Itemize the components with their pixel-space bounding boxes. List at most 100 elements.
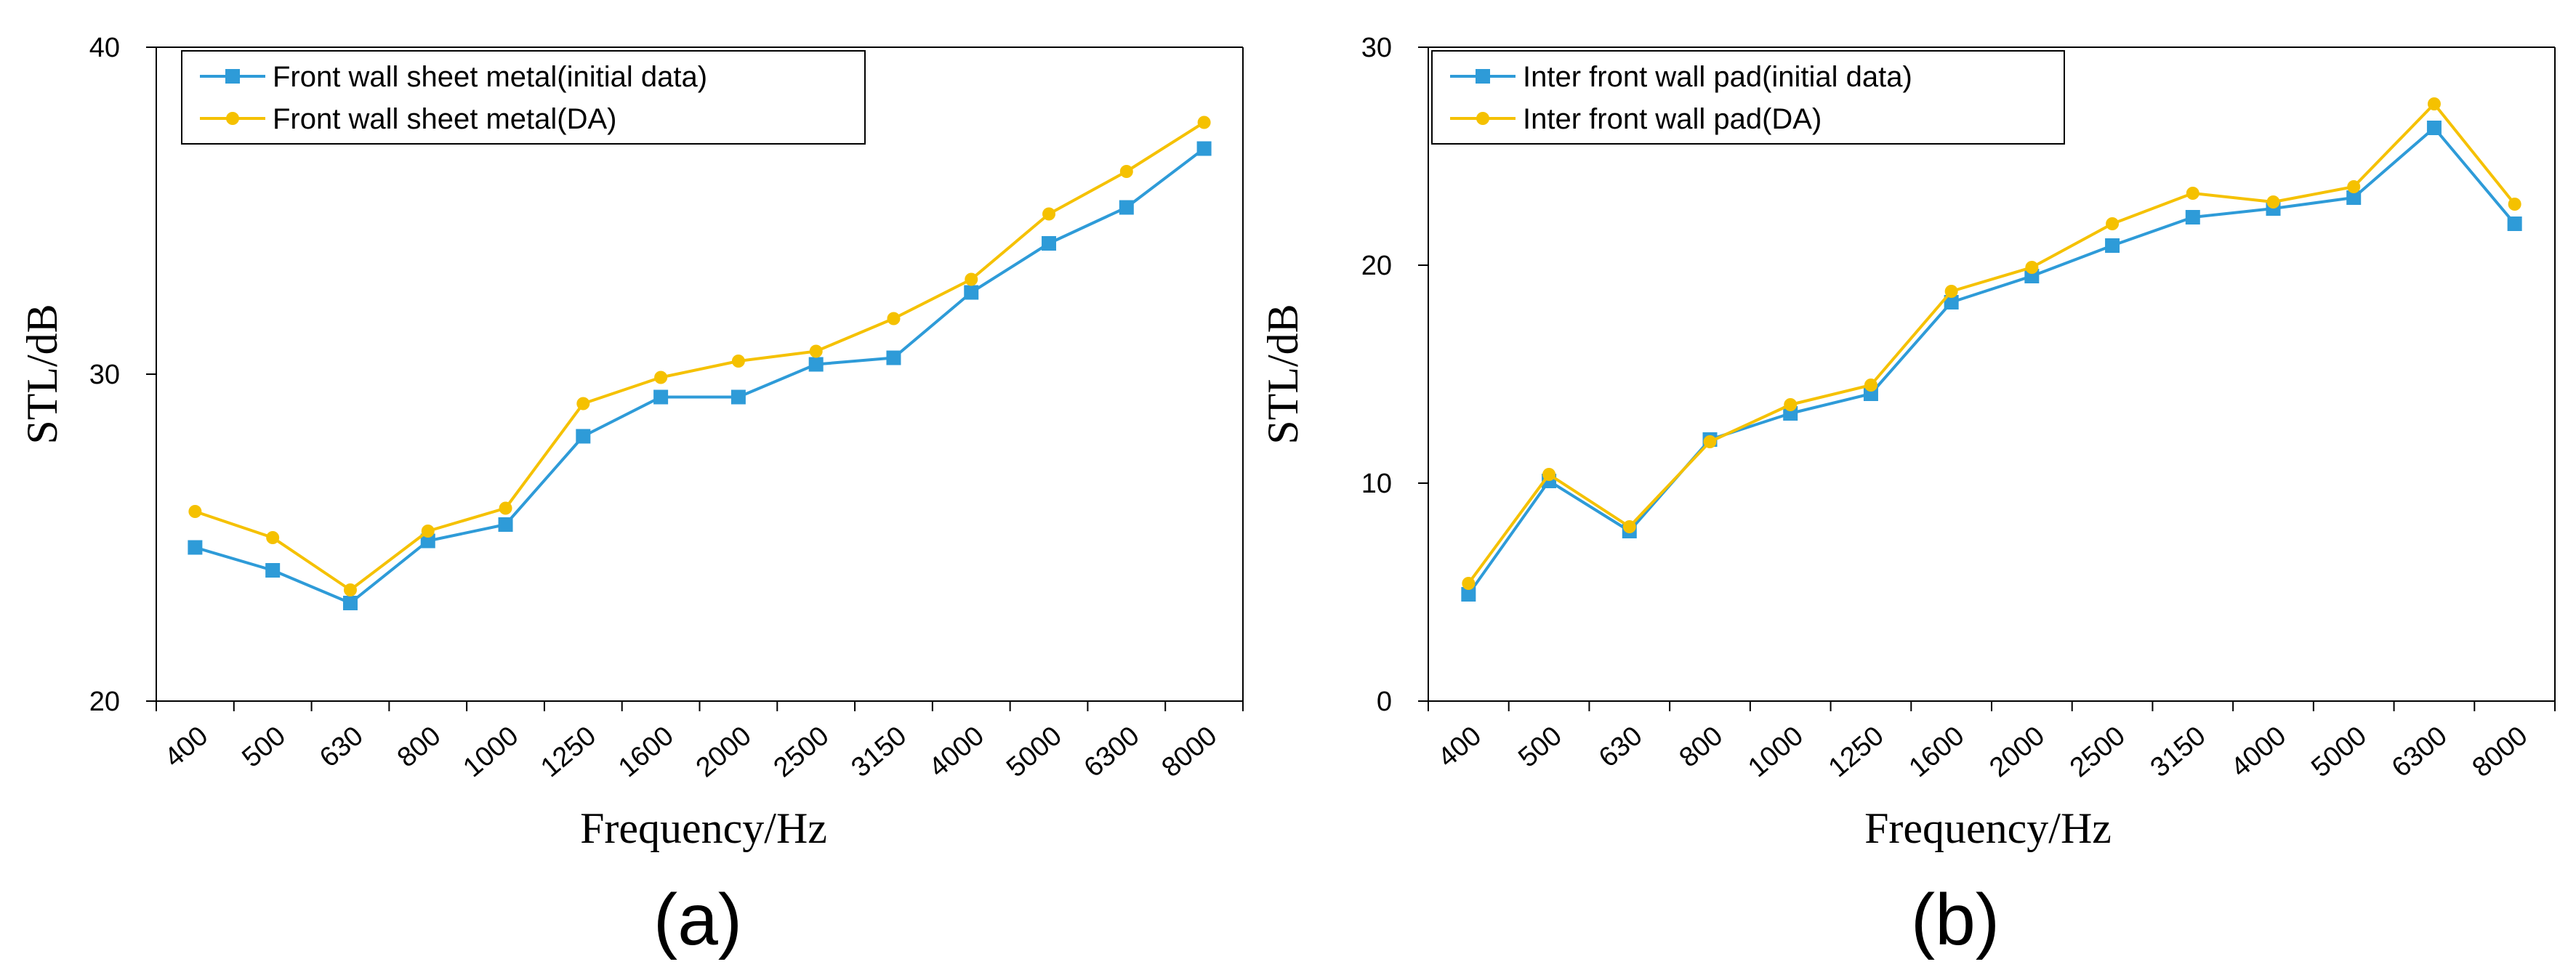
data-point-da bbox=[1784, 398, 1798, 411]
x-tick-label: 400 bbox=[1433, 721, 1488, 774]
x-tick-label: 1600 bbox=[613, 721, 680, 784]
legend-label: Front wall sheet metal(initial data) bbox=[273, 61, 707, 93]
data-point-initial bbox=[188, 540, 203, 555]
x-tick-label: 1250 bbox=[535, 721, 602, 784]
figure-caption: (a) bbox=[653, 879, 742, 960]
data-point-da bbox=[1462, 577, 1476, 590]
x-tick-label: 2000 bbox=[1984, 721, 2050, 784]
data-point-da bbox=[421, 525, 435, 538]
data-point-da bbox=[2427, 97, 2441, 110]
y-axis-title: STL/dB bbox=[1259, 304, 1307, 444]
data-point-initial bbox=[2346, 190, 2362, 205]
x-tick-label: 1000 bbox=[458, 721, 525, 784]
data-point-da bbox=[266, 531, 280, 544]
x-tick-label: 3150 bbox=[845, 721, 912, 784]
legend-box bbox=[181, 50, 866, 145]
series-line-da bbox=[194, 121, 1205, 591]
data-point-da bbox=[2025, 261, 2039, 274]
data-point-da bbox=[1864, 379, 1877, 392]
data-point-initial bbox=[2185, 210, 2200, 224]
x-tick-label: 4000 bbox=[923, 721, 990, 784]
data-point-da bbox=[499, 501, 512, 515]
legend-label: Inter front wall pad(DA) bbox=[1523, 103, 1822, 135]
legend-label: Inter front wall pad(initial data) bbox=[1523, 61, 1912, 93]
data-point-da bbox=[2266, 195, 2280, 209]
legend-marker bbox=[1476, 69, 1490, 84]
x-tick-label: 630 bbox=[1593, 721, 1649, 774]
x-tick-label: 2500 bbox=[2064, 721, 2131, 784]
data-point-da bbox=[965, 272, 978, 286]
data-point-initial bbox=[498, 517, 513, 532]
x-tick-label: 1600 bbox=[1904, 721, 1971, 784]
x-tick-label: 1000 bbox=[1742, 721, 1809, 784]
x-tick-label: 1250 bbox=[1823, 721, 1890, 784]
x-tick-label: 800 bbox=[1674, 721, 1729, 774]
data-point-da bbox=[576, 397, 590, 410]
y-tick-label: 20 bbox=[89, 687, 120, 717]
data-point-initial bbox=[2426, 121, 2442, 135]
legend-label: Front wall sheet metal(DA) bbox=[273, 103, 616, 135]
legend-marker bbox=[225, 69, 240, 84]
data-point-da bbox=[2186, 187, 2199, 200]
data-point-da bbox=[2347, 180, 2361, 193]
y-tick-label: 30 bbox=[1361, 33, 1392, 63]
series-line-da bbox=[1467, 102, 2516, 585]
data-point-da bbox=[654, 371, 668, 384]
legend-marker bbox=[226, 112, 239, 125]
x-tick-label: 500 bbox=[236, 721, 291, 774]
data-point-da bbox=[1119, 165, 1133, 178]
data-point-da bbox=[1703, 435, 1717, 448]
data-point-da bbox=[188, 505, 202, 518]
x-tick-label: 5000 bbox=[2306, 721, 2372, 784]
data-point-da bbox=[887, 312, 901, 325]
data-point-initial bbox=[1042, 236, 1057, 251]
data-point-initial bbox=[1461, 587, 1476, 602]
data-point-initial bbox=[2105, 238, 2120, 253]
x-axis-title: Frequency/Hz bbox=[1864, 804, 2112, 852]
data-point-initial bbox=[265, 563, 281, 578]
x-tick-label: 5000 bbox=[1001, 721, 1068, 784]
chart-a: 20 30 40 400 500 630 800 1000 1250 1600 2000 2500 31… bbox=[18, 33, 1244, 960]
data-point-da bbox=[1622, 520, 1636, 533]
data-point-initial bbox=[1944, 295, 1959, 309]
data-point-initial bbox=[1196, 141, 1212, 156]
x-tick-label: 630 bbox=[314, 721, 369, 774]
y-tick-label: 10 bbox=[1361, 469, 1392, 499]
data-point-da bbox=[2508, 198, 2521, 211]
data-point-da bbox=[1944, 285, 1958, 298]
x-tick-label: 4000 bbox=[2226, 721, 2293, 784]
data-point-initial bbox=[342, 596, 358, 610]
data-point-da bbox=[1042, 207, 1056, 221]
y-tick-label: 0 bbox=[1377, 687, 1392, 717]
data-point-da bbox=[2106, 217, 2120, 230]
y-axis-title: STL/dB bbox=[18, 304, 66, 444]
y-tick-label: 20 bbox=[1361, 251, 1392, 281]
data-point-initial bbox=[964, 285, 979, 300]
data-point-initial bbox=[808, 357, 824, 372]
y-tick-label: 30 bbox=[89, 360, 120, 390]
data-point-initial bbox=[576, 429, 591, 444]
chart-b: 0 10 20 30 400 500 630 800 1000 1250 1600 2000 2500 3… bbox=[1259, 33, 2556, 960]
legend-marker bbox=[1476, 112, 1489, 125]
x-tick-label: 6300 bbox=[2386, 721, 2453, 784]
x-tick-label: 500 bbox=[1513, 721, 1568, 774]
data-point-initial bbox=[653, 389, 669, 405]
x-tick-label: 6300 bbox=[1079, 721, 1146, 784]
x-axis-title: Frequency/Hz bbox=[580, 804, 827, 852]
x-tick-label: 2500 bbox=[768, 721, 835, 784]
x-tick-label: 2000 bbox=[691, 721, 757, 784]
series-line-initial bbox=[1467, 126, 2516, 596]
data-point-da bbox=[809, 344, 823, 358]
y-tick-label: 40 bbox=[89, 33, 120, 63]
data-point-da bbox=[731, 355, 745, 368]
data-point-initial bbox=[886, 350, 901, 365]
data-point-initial bbox=[420, 533, 435, 549]
data-point-initial bbox=[730, 389, 746, 405]
x-tick-label: 400 bbox=[159, 721, 214, 774]
figure-caption: (b) bbox=[1911, 879, 2000, 960]
series-line-initial bbox=[194, 147, 1205, 604]
x-tick-label: 8000 bbox=[1156, 721, 1223, 784]
legend-box bbox=[1431, 50, 2065, 145]
data-point-da bbox=[1542, 468, 1556, 481]
